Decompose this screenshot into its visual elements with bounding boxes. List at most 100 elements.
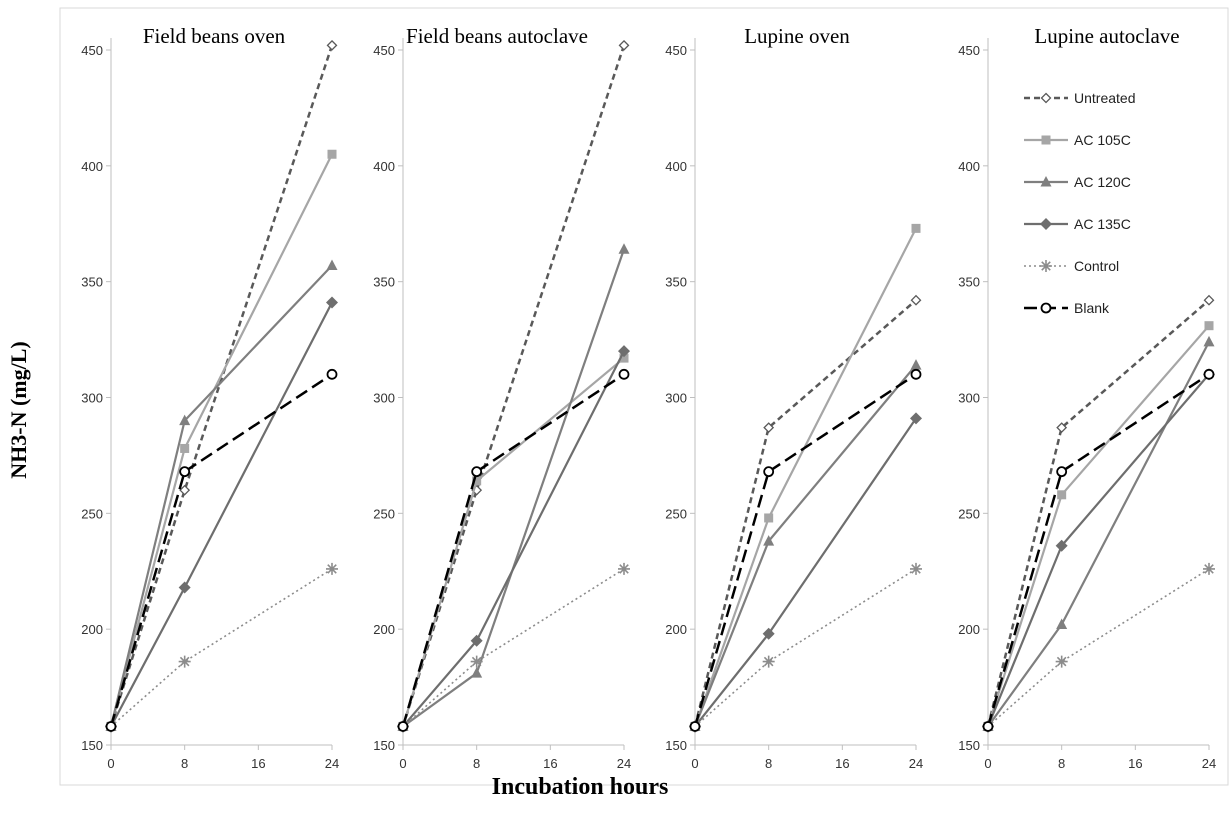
data-point: [326, 296, 338, 309]
y-axis-label: NH3-N (mg/L): [6, 341, 31, 478]
series-line: [693, 373, 917, 727]
y-tick-label: 250: [373, 506, 395, 521]
data-point: [689, 721, 701, 732]
plot-frame: [59, 7, 1229, 786]
y-tick-label: 350: [665, 275, 687, 290]
data-point: [619, 353, 629, 363]
series-control: [982, 562, 1215, 733]
series-line: [110, 302, 333, 727]
series-line: [986, 299, 1210, 727]
y-tick-label: 350: [81, 275, 103, 290]
series-line: [109, 153, 333, 727]
data-point: [618, 368, 630, 380]
y-tick-label: 400: [373, 159, 395, 174]
y-tick-label: 200: [81, 622, 103, 637]
panel-field-beans-oven: 150 200 250 300 350 400 450 0 8 16 24 Field beans o…: [81, 24, 339, 771]
x-tick-label: 24: [1202, 756, 1216, 771]
series-line: [693, 227, 917, 727]
legend-label: AC 135C: [1074, 216, 1131, 232]
data-point: [618, 562, 630, 575]
series-line: [693, 299, 917, 727]
series-ac-135c: [689, 412, 922, 733]
series-ac-135c: [105, 296, 338, 733]
data-point: [1203, 294, 1215, 306]
series-ac-120c: [105, 259, 338, 731]
x-tick-label: 0: [107, 756, 114, 771]
data-point: [910, 412, 922, 425]
x-tick-label: 24: [325, 756, 339, 771]
data-point: [472, 476, 482, 486]
x-tick-label: 24: [909, 756, 923, 771]
data-point: [910, 294, 922, 306]
legend-label: Untreated: [1074, 90, 1135, 106]
data-point: [1057, 490, 1067, 500]
data-point: [105, 721, 117, 732]
y-tick-label: 400: [665, 159, 687, 174]
data-point: [1056, 422, 1068, 434]
y-tick-label: 300: [958, 391, 980, 406]
series-ac-120c: [689, 359, 922, 731]
legend-item-ac-135c: AC 135C: [1024, 216, 1131, 232]
series-line: [109, 264, 333, 727]
data-point: [910, 359, 922, 370]
y-tick-label: 250: [81, 506, 103, 521]
data-point: [618, 243, 630, 254]
panel-title: Field beans oven: [143, 24, 286, 48]
data-point: [470, 634, 483, 647]
x-tick-label: 8: [1058, 756, 1065, 771]
y-tick-label: 300: [665, 391, 687, 406]
data-point: [397, 721, 409, 732]
y-tick-label: 400: [958, 159, 980, 174]
data-point: [326, 39, 338, 51]
data-point: [763, 466, 775, 478]
data-point: [1056, 618, 1068, 630]
x-tick-label: 0: [399, 756, 406, 771]
data-point: [326, 259, 338, 270]
y-tick-label: 350: [373, 275, 395, 290]
data-point: [762, 627, 775, 640]
series-line: [693, 364, 917, 727]
series-blank: [397, 368, 630, 732]
data-point: [911, 223, 921, 233]
data-point: [764, 513, 774, 523]
x-tick-label: 8: [765, 756, 772, 771]
y-tick-label: 150: [665, 738, 687, 753]
data-point: [1055, 539, 1068, 552]
panel-title: Lupine oven: [744, 24, 850, 48]
series-line: [986, 373, 1210, 727]
y-tick-label: 450: [665, 43, 687, 58]
data-point: [326, 562, 338, 575]
y-tick-label: 250: [958, 506, 980, 521]
x-tick-label: 8: [181, 756, 188, 771]
legend-marker: [1040, 260, 1052, 272]
series-line: [109, 44, 334, 727]
x-tick-label: 16: [835, 756, 849, 771]
data-point: [1056, 466, 1068, 478]
y-tick-label: 200: [373, 622, 395, 637]
y-tick-label: 350: [958, 275, 980, 290]
panel-title: Lupine autoclave: [1034, 24, 1179, 48]
series-line: [987, 341, 1210, 728]
data-point: [327, 149, 337, 159]
y-tick-label: 300: [373, 391, 395, 406]
data-point: [618, 345, 630, 358]
data-point: [762, 655, 775, 668]
data-point: [179, 414, 191, 426]
legend-marker: [1040, 176, 1052, 187]
series-ac-105c: [690, 223, 921, 731]
data-point: [1203, 335, 1215, 347]
series-ac-105c: [106, 149, 337, 731]
legend-item-control: Control: [1024, 258, 1119, 274]
legend-item-ac-120c: AC 120C: [1024, 174, 1131, 190]
data-point: [179, 466, 191, 478]
series-blank: [689, 368, 922, 732]
data-point: [178, 581, 191, 594]
panel-title: Field beans autoclave: [406, 24, 588, 48]
x-tick-label: 0: [691, 756, 698, 771]
series-line: [694, 417, 917, 728]
series-untreated: [105, 39, 338, 732]
data-point: [910, 368, 922, 380]
data-point: [470, 655, 483, 668]
data-point: [763, 422, 775, 434]
